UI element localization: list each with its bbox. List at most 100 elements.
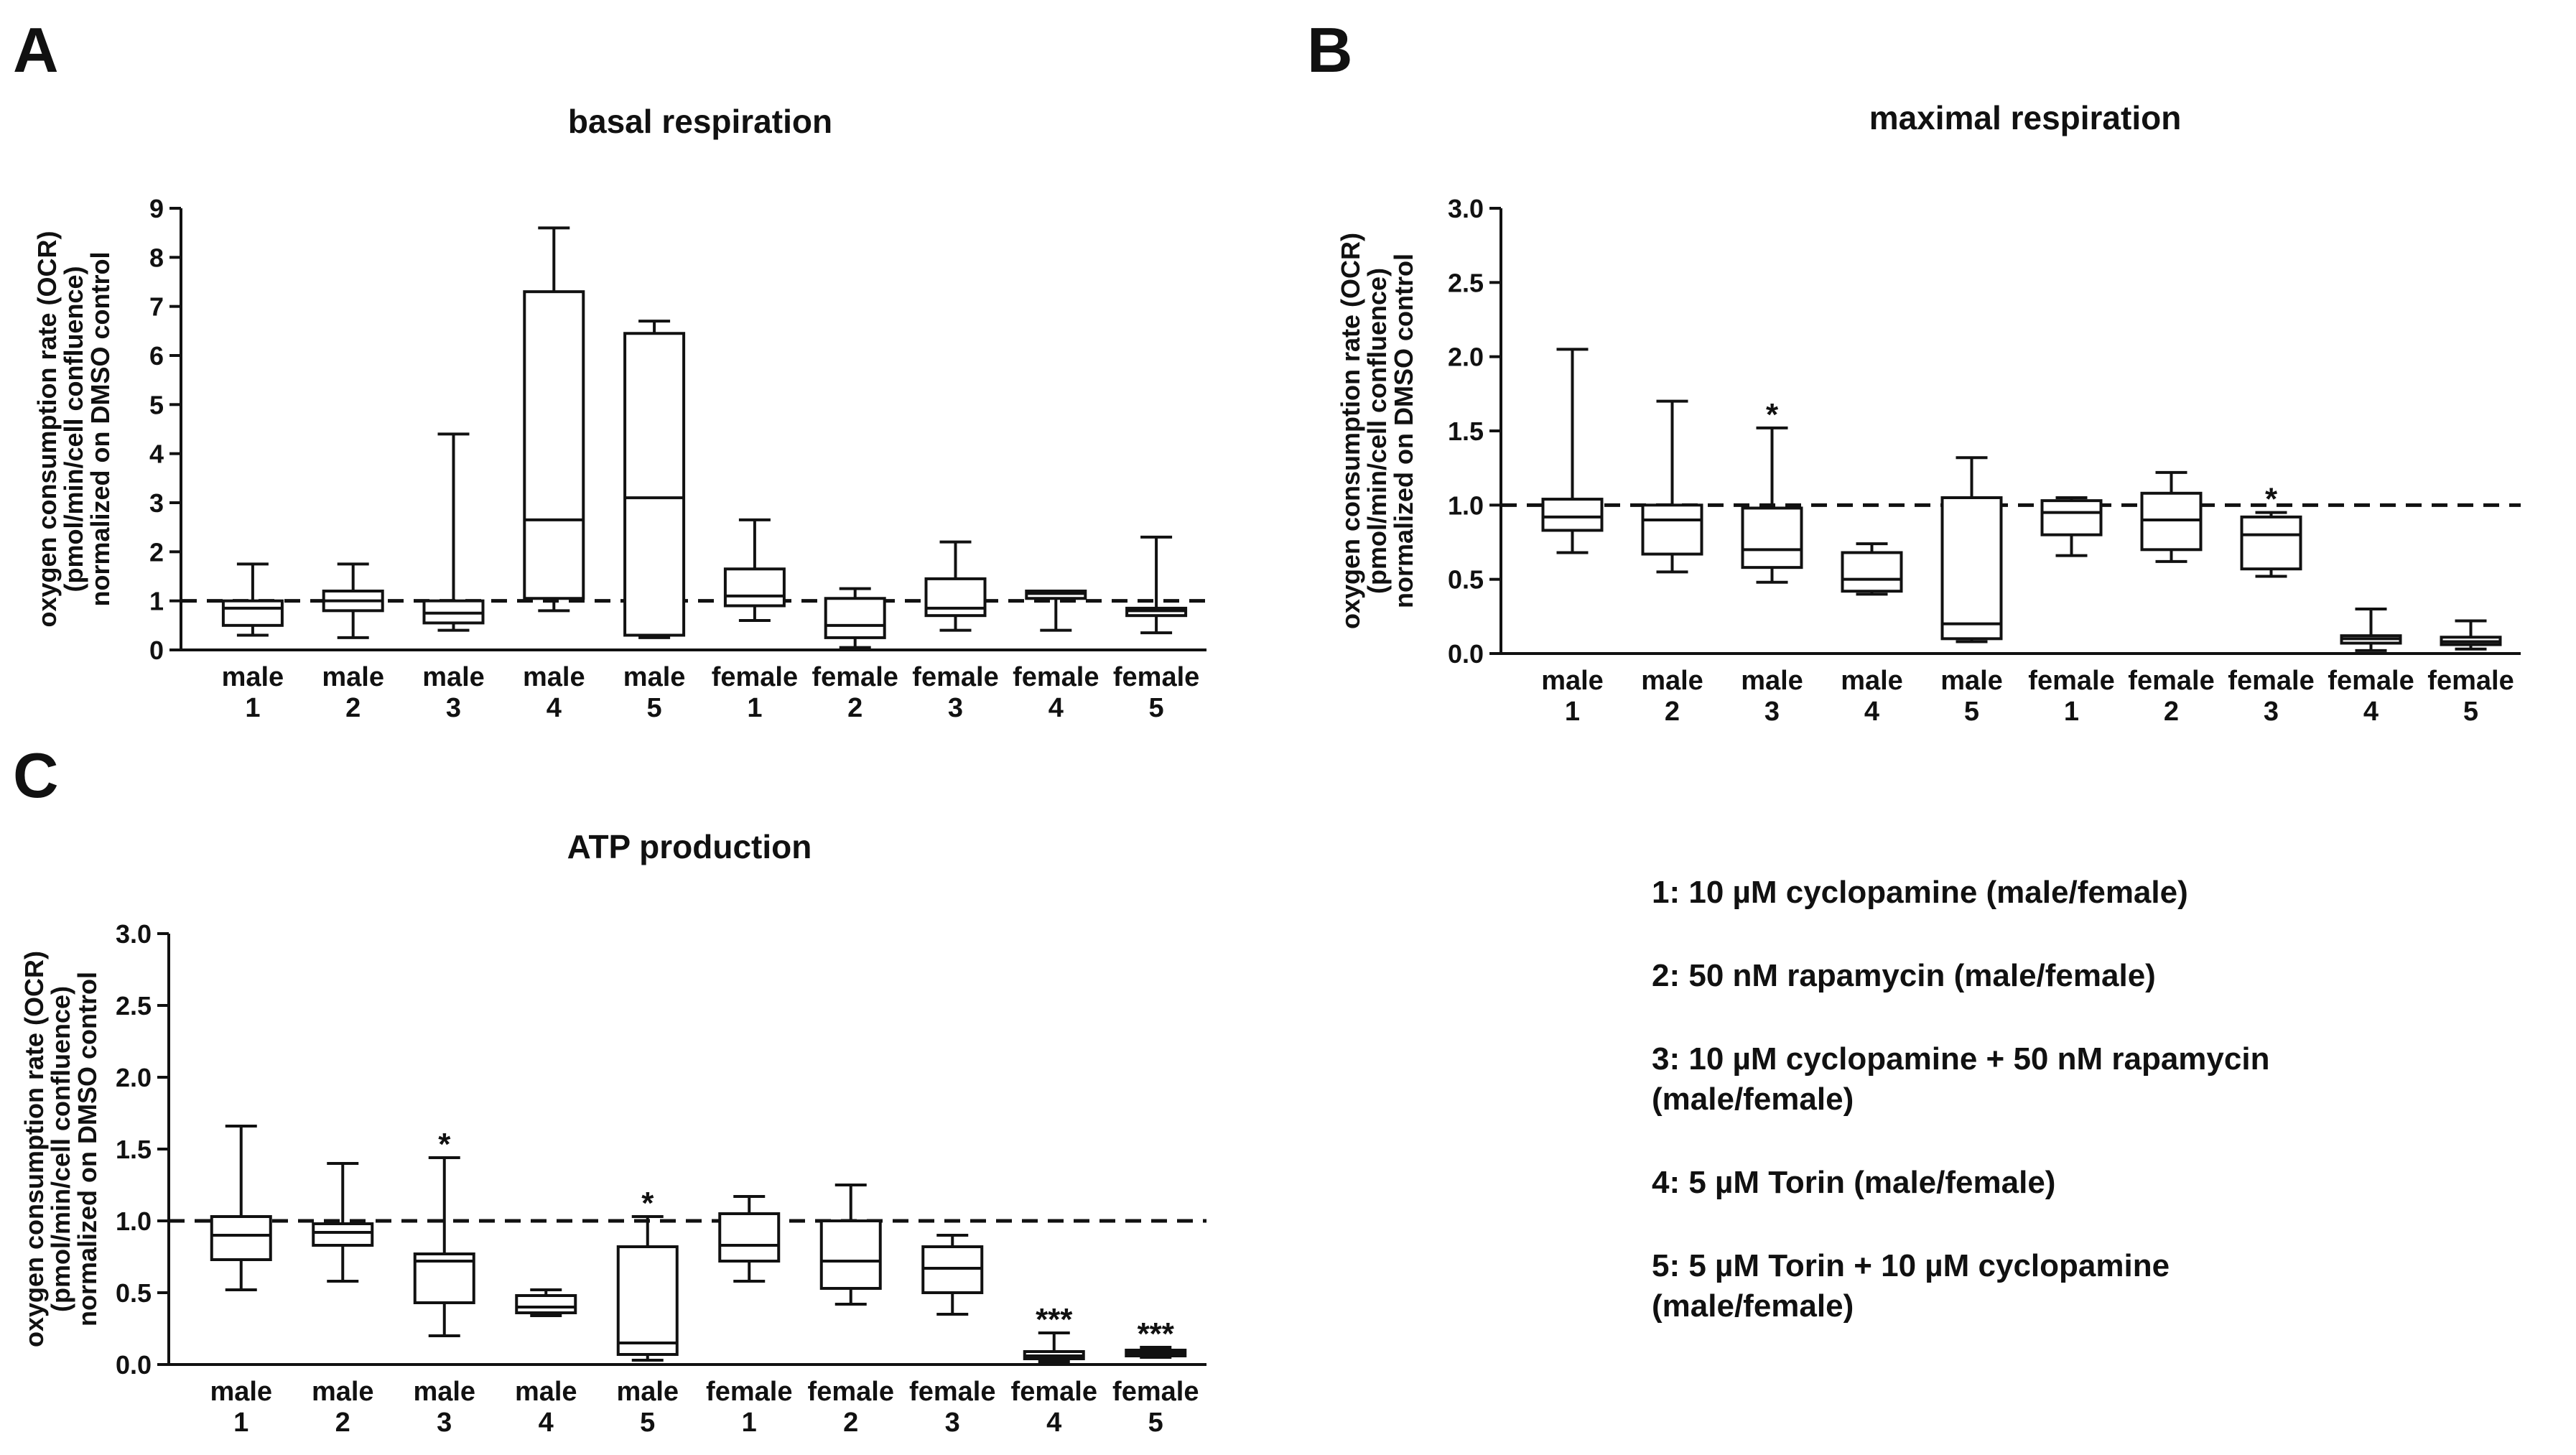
y-axis-label-line: oxygen consumption rate (OCR) [1336, 233, 1365, 629]
y-tick-label: 1 [149, 587, 164, 616]
x-category-number: 4 [1864, 697, 1879, 727]
box-female-3 [924, 540, 987, 632]
box-iqr [723, 567, 786, 608]
x-category-label: female [1112, 1377, 1199, 1407]
box-iqr [824, 597, 886, 639]
x-category-label: female [1011, 1377, 1097, 1407]
chart-title: basal respiration [568, 103, 832, 140]
box-female-1 [718, 1195, 781, 1283]
box-male-5 [1940, 456, 2003, 643]
box-female-5: *** [1125, 1316, 1187, 1359]
box-male-3: * [1741, 397, 1803, 584]
y-tick-label: 2.0 [116, 1063, 152, 1092]
y-axis-label-line: (pmol/min/cell confluence) [1362, 268, 1392, 594]
box-male-2 [322, 562, 384, 639]
box-iqr [819, 1219, 882, 1290]
box-iqr [2240, 515, 2302, 571]
box-male-1 [221, 562, 284, 637]
x-category-number: 1 [233, 1408, 248, 1438]
box-female-1 [2040, 496, 2103, 557]
y-tick-label: 4 [149, 440, 164, 469]
box-iqr [2040, 499, 2103, 536]
x-category-label: male [523, 662, 585, 692]
legend-item-3: 3: 10 µM cyclopamine + 50 nM rapamycin (… [1652, 1041, 2270, 1117]
y-tick-label: 1.5 [1448, 417, 1484, 446]
box-female-3: * [2240, 482, 2302, 578]
y-tick-label: 2 [149, 537, 164, 567]
x-category-number: 4 [2363, 697, 2379, 727]
box-male-3 [422, 432, 485, 632]
box-male-5 [623, 320, 686, 639]
x-category-label: female [909, 1377, 995, 1407]
significance-marker: * [1766, 397, 1779, 432]
x-category-number: 1 [747, 693, 762, 723]
y-tick-label: 2.5 [1448, 268, 1484, 297]
significance-marker: *** [1138, 1316, 1175, 1352]
box-female-5 [2440, 619, 2502, 651]
x-category-label: male [1841, 666, 1903, 696]
box-male-4 [515, 1288, 577, 1317]
box-female-1 [723, 518, 786, 622]
y-tick-label: 0 [149, 636, 164, 665]
legend-item-4: 4: 5 µM Torin (male/female) [1652, 1165, 2056, 1200]
x-category-label: female [712, 662, 798, 692]
x-category-label: female [912, 662, 998, 692]
chart-basal-respiration: basal respiration oxygen consumption rate… [32, 103, 1206, 723]
x-category-number: 3 [2264, 697, 2279, 727]
x-category-number: 2 [843, 1408, 858, 1438]
box-iqr [623, 332, 686, 637]
x-category-label: male [1541, 666, 1604, 696]
y-tick-label: 3.0 [1448, 194, 1484, 223]
box-iqr [1940, 496, 2003, 641]
box-iqr [924, 577, 987, 618]
y-tick-label: 7 [149, 292, 164, 322]
chart-atp-production: ATP production oxygen consumption rate (O… [19, 828, 1206, 1438]
box-iqr [616, 1245, 679, 1356]
x-category-label: male [623, 662, 686, 692]
box-iqr [312, 1222, 374, 1247]
y-axis-label-line: normalized on DMSO control [1389, 254, 1418, 608]
x-category-number: 5 [1148, 1408, 1163, 1438]
x-category-label: male [322, 662, 384, 692]
x-category-number: 5 [2463, 697, 2478, 727]
y-tick-label: 0.5 [116, 1278, 152, 1308]
y-tick-label: 8 [149, 243, 164, 272]
panel-letter-a: A [13, 14, 59, 85]
box-female-2 [824, 587, 886, 649]
box-female-5 [1125, 535, 1188, 635]
x-category-number: 1 [1565, 697, 1580, 727]
x-category-number: 5 [1964, 697, 1979, 727]
box-male-5: * [616, 1186, 679, 1362]
x-category-label: male [422, 662, 485, 692]
box-iqr [1741, 506, 1803, 570]
y-tick-label: 5 [149, 390, 164, 419]
x-category-number: 5 [1149, 693, 1164, 723]
legend-item-5: 5: 5 µM Torin + 10 µM cyclopamine (male/… [1652, 1248, 2170, 1324]
box-male-4 [523, 226, 585, 613]
x-category-label: female [808, 1377, 894, 1407]
y-tick-label: 1.0 [116, 1207, 152, 1236]
box-iqr [1641, 503, 1703, 556]
y-tick-label: 6 [149, 341, 164, 371]
x-category-number: 4 [1048, 693, 1064, 723]
x-category-label: male [1940, 666, 2003, 696]
x-category-label: female [812, 662, 898, 692]
x-category-label: male [616, 1377, 679, 1407]
x-category-label: female [1013, 662, 1099, 692]
x-category-number: 3 [437, 1408, 452, 1438]
x-category-number: 2 [1665, 697, 1680, 727]
x-category-number: 2 [335, 1408, 350, 1438]
x-category-label: female [1113, 662, 1199, 692]
box-female-4 [2340, 608, 2402, 652]
x-category-label: male [1741, 666, 1803, 696]
legend-item-2: 2: 50 nM rapamycin (male/female) [1652, 958, 2156, 993]
x-category-label: male [515, 1377, 577, 1407]
x-category-label: male [312, 1377, 374, 1407]
y-tick-label: 0.5 [1448, 565, 1484, 595]
box-female-3 [921, 1234, 984, 1316]
y-axis-label-line: (pmol/min/cell confluence) [59, 266, 88, 592]
y-tick-label: 1.0 [1448, 491, 1484, 520]
y-tick-label: 3 [149, 488, 164, 518]
